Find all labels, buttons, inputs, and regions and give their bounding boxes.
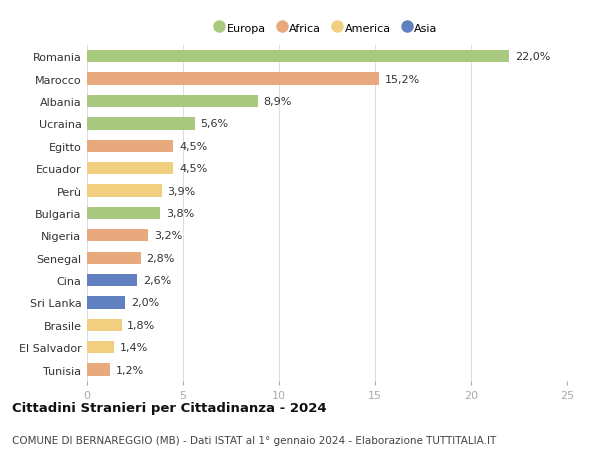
Bar bbox=[87, 297, 125, 309]
Text: Cittadini Stranieri per Cittadinanza - 2024: Cittadini Stranieri per Cittadinanza - 2… bbox=[12, 401, 326, 414]
Bar bbox=[87, 319, 122, 331]
Bar bbox=[87, 140, 173, 152]
Bar bbox=[87, 341, 114, 353]
Text: 15,2%: 15,2% bbox=[385, 74, 420, 84]
Text: 8,9%: 8,9% bbox=[263, 97, 292, 107]
Text: COMUNE DI BERNAREGGIO (MB) - Dati ISTAT al 1° gennaio 2024 - Elaborazione TUTTIT: COMUNE DI BERNAREGGIO (MB) - Dati ISTAT … bbox=[12, 435, 496, 445]
Text: 1,2%: 1,2% bbox=[116, 365, 144, 375]
Text: 2,8%: 2,8% bbox=[146, 253, 175, 263]
Bar bbox=[87, 95, 258, 108]
Bar bbox=[87, 207, 160, 219]
Text: 2,6%: 2,6% bbox=[143, 275, 171, 285]
Bar bbox=[87, 252, 141, 264]
Text: 3,8%: 3,8% bbox=[166, 208, 194, 218]
Bar bbox=[87, 73, 379, 85]
Bar bbox=[87, 162, 173, 175]
Bar bbox=[87, 274, 137, 286]
Text: 22,0%: 22,0% bbox=[515, 52, 551, 62]
Text: 4,5%: 4,5% bbox=[179, 164, 208, 174]
Bar bbox=[87, 230, 148, 242]
Legend: Europa, Africa, America, Asia: Europa, Africa, America, Asia bbox=[217, 23, 437, 34]
Bar bbox=[87, 118, 194, 130]
Bar bbox=[87, 51, 509, 63]
Bar bbox=[87, 364, 110, 376]
Text: 3,9%: 3,9% bbox=[167, 186, 196, 196]
Text: 1,8%: 1,8% bbox=[127, 320, 155, 330]
Text: 1,4%: 1,4% bbox=[119, 342, 148, 353]
Text: 2,0%: 2,0% bbox=[131, 298, 160, 308]
Text: 4,5%: 4,5% bbox=[179, 141, 208, 151]
Bar bbox=[87, 185, 162, 197]
Text: 3,2%: 3,2% bbox=[154, 231, 182, 241]
Text: 5,6%: 5,6% bbox=[200, 119, 229, 129]
